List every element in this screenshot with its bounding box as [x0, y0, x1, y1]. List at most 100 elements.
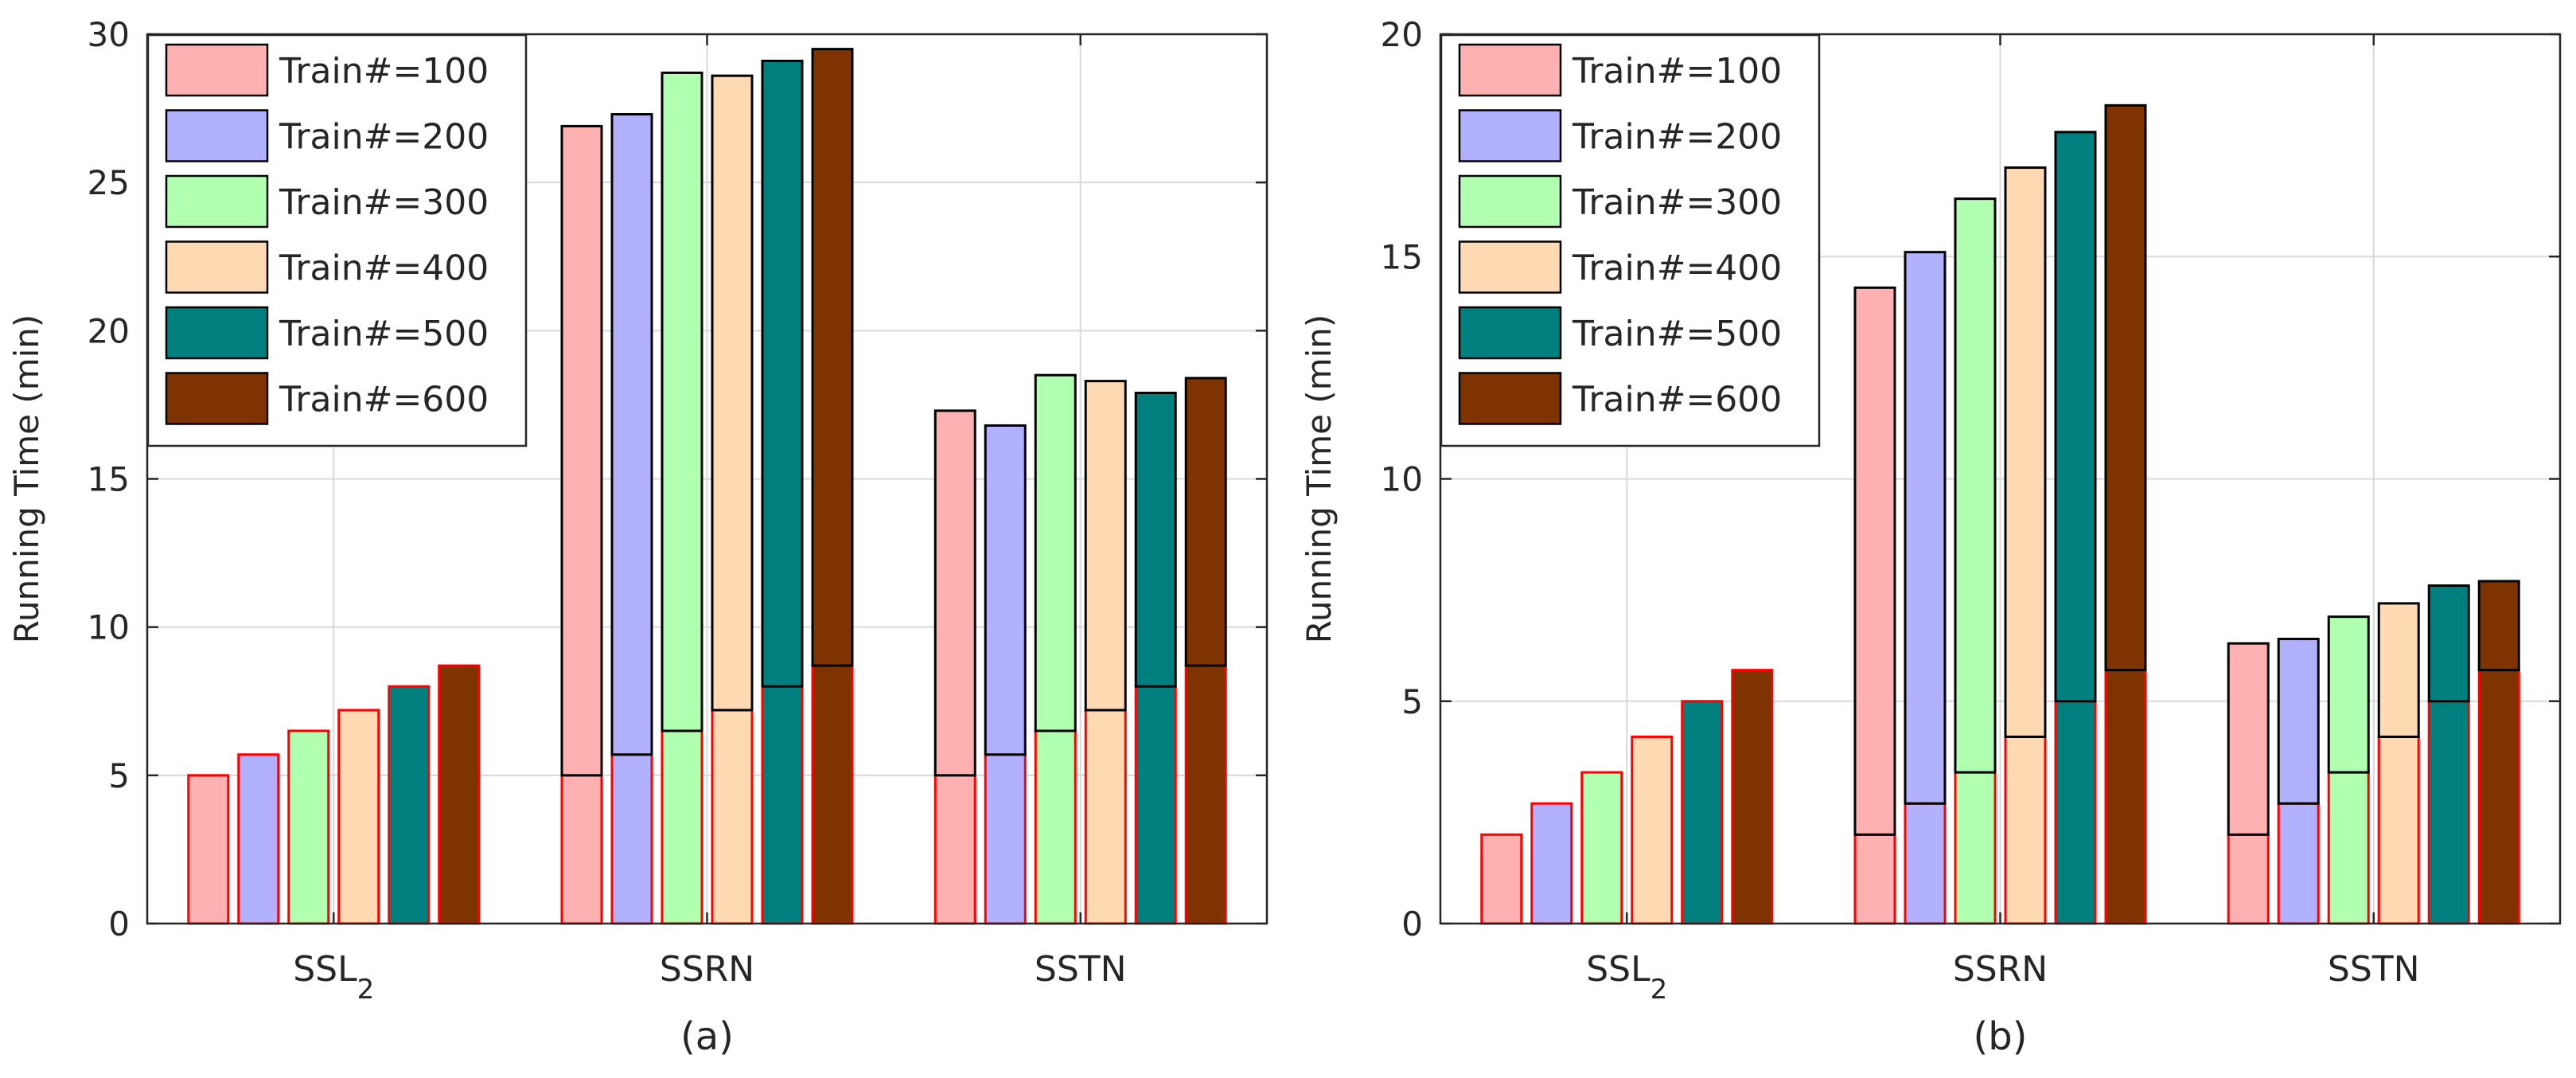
legend-label: Train#=600 — [279, 380, 489, 420]
legend-label: Train#=200 — [279, 117, 489, 158]
bar-added-segment — [1134, 392, 1177, 688]
bar-added-segment — [1184, 377, 1227, 667]
legend-swatch — [1458, 306, 1562, 360]
legend-label: Train#=100 — [279, 51, 489, 92]
x-category-label: SSL2 — [293, 949, 374, 1006]
legend-swatch — [1458, 240, 1562, 294]
bar-added-segment — [560, 124, 603, 777]
x-category-label: SSRN — [1953, 949, 2048, 990]
bar-added-segment — [2054, 131, 2097, 703]
bar-base-segment — [1731, 669, 1774, 925]
bar-base-segment — [2427, 700, 2470, 925]
y-tick-label: 5 — [1401, 682, 1423, 721]
bar-added-segment — [711, 74, 754, 712]
bar-base-segment — [187, 774, 230, 925]
bar-base-segment — [2004, 735, 2047, 925]
panel-label: (a) — [680, 1014, 734, 1059]
legend-swatch — [165, 240, 269, 294]
bar-base-segment — [1954, 771, 1997, 925]
bar-added-segment — [1084, 380, 1127, 712]
y-tick-label: 15 — [1381, 237, 1423, 276]
bar-base-segment — [1853, 833, 1896, 925]
bar-base-segment — [237, 753, 280, 925]
bar-base-segment — [1904, 802, 1947, 925]
bar-base-segment — [2327, 771, 2370, 925]
bar-base-segment — [984, 753, 1027, 925]
bar-base-segment — [337, 709, 380, 925]
bar-added-segment — [661, 71, 703, 732]
bar-added-segment — [2004, 166, 2047, 738]
y-tick-label: 10 — [88, 608, 130, 647]
y-tick-label: 20 — [88, 311, 130, 350]
bar-base-segment — [1184, 664, 1227, 925]
bar-base-segment — [1134, 685, 1177, 925]
legend-box — [146, 33, 528, 447]
y-tick-label: 15 — [88, 460, 130, 499]
x-category-label: SSTN — [1035, 949, 1127, 990]
legend-label: Train#=200 — [1572, 117, 1782, 158]
bar-base-segment — [2227, 833, 2270, 925]
legend-swatch — [165, 43, 269, 97]
legend-swatch — [165, 174, 269, 228]
legend-label: Train#=400 — [1572, 248, 1782, 289]
x-category-label: SSL2 — [1586, 949, 1667, 1006]
x-category-label-base: SSRN — [660, 949, 754, 990]
y-tick-label: 25 — [88, 163, 130, 202]
bar-added-segment — [2377, 602, 2420, 738]
y-tick-label: 10 — [1381, 460, 1423, 499]
bar-added-segment — [1034, 373, 1077, 732]
bar-added-segment — [1853, 286, 1896, 836]
bar-base-segment — [1480, 833, 1523, 925]
legend-swatch — [165, 109, 269, 162]
legend-label: Train#=500 — [279, 314, 489, 354]
x-category-label-subscript: 2 — [1650, 974, 1668, 1006]
bar-added-segment — [984, 424, 1027, 756]
legend-swatch — [165, 372, 269, 425]
bar-base-segment — [2477, 669, 2520, 925]
legend: Train#=100 Train#=200 Train#=300 Train#=400… — [146, 33, 528, 447]
y-tick-label: 30 — [88, 15, 130, 54]
bar-base-segment — [933, 774, 976, 925]
x-category-label-base: SSTN — [1035, 949, 1127, 990]
bar-base-segment — [287, 729, 330, 925]
bar-added-segment — [2427, 584, 2470, 703]
bar-added-segment — [2327, 615, 2370, 774]
bar-added-segment — [933, 409, 976, 777]
x-category-label-base: SSL — [1586, 949, 1650, 990]
x-category-label: SSRN — [660, 949, 754, 990]
bar-base-segment — [1631, 735, 1674, 925]
y-tick-label: 0 — [1401, 904, 1423, 943]
x-category-label-subscript: 2 — [357, 974, 375, 1006]
bar-base-segment — [761, 685, 804, 925]
legend-label: Train#=300 — [1572, 182, 1782, 223]
legend-swatch — [165, 306, 269, 360]
bar-added-segment — [811, 48, 854, 667]
legend-label: Train#=600 — [1572, 380, 1782, 420]
chart-panel-b: 0 5 10 15 20 SSL2 SSRN SSTN Running Time (min) (b… — [1300, 15, 2562, 1059]
legend-label: Train#=100 — [1572, 51, 1782, 92]
x-category-label: SSTN — [2328, 949, 2420, 990]
y-axis-title: Running Time (min) — [7, 314, 46, 644]
x-category-label-base: SSRN — [1953, 949, 2048, 990]
bar-added-segment — [2277, 638, 2320, 805]
x-category-label-base: SSTN — [2328, 949, 2420, 990]
legend-label: Train#=400 — [279, 248, 489, 289]
y-tick-label: 20 — [1381, 15, 1423, 54]
legend: Train#=100 Train#=200 Train#=300 Train#=400… — [1440, 33, 1821, 447]
legend-swatch — [1458, 372, 1562, 425]
bar-base-segment — [2104, 669, 2147, 925]
bar-base-segment — [1034, 729, 1077, 925]
bar-added-segment — [1904, 251, 1947, 805]
bar-base-segment — [388, 685, 431, 925]
bar-base-segment — [1681, 700, 1724, 925]
x-category-label-base: SSL — [293, 949, 357, 990]
chart-panel-a: 0 5 10 15 20 25 30 SSL2 SSRN SSTN Running Time (mi… — [7, 15, 1269, 1059]
bar-base-segment — [1580, 771, 1623, 925]
bar-added-segment — [2227, 642, 2270, 836]
y-tick-label: 5 — [108, 756, 130, 795]
legend-swatch — [1458, 43, 1562, 97]
bar-base-segment — [438, 664, 481, 925]
bar-base-segment — [610, 753, 653, 925]
bar-added-segment — [761, 60, 804, 688]
